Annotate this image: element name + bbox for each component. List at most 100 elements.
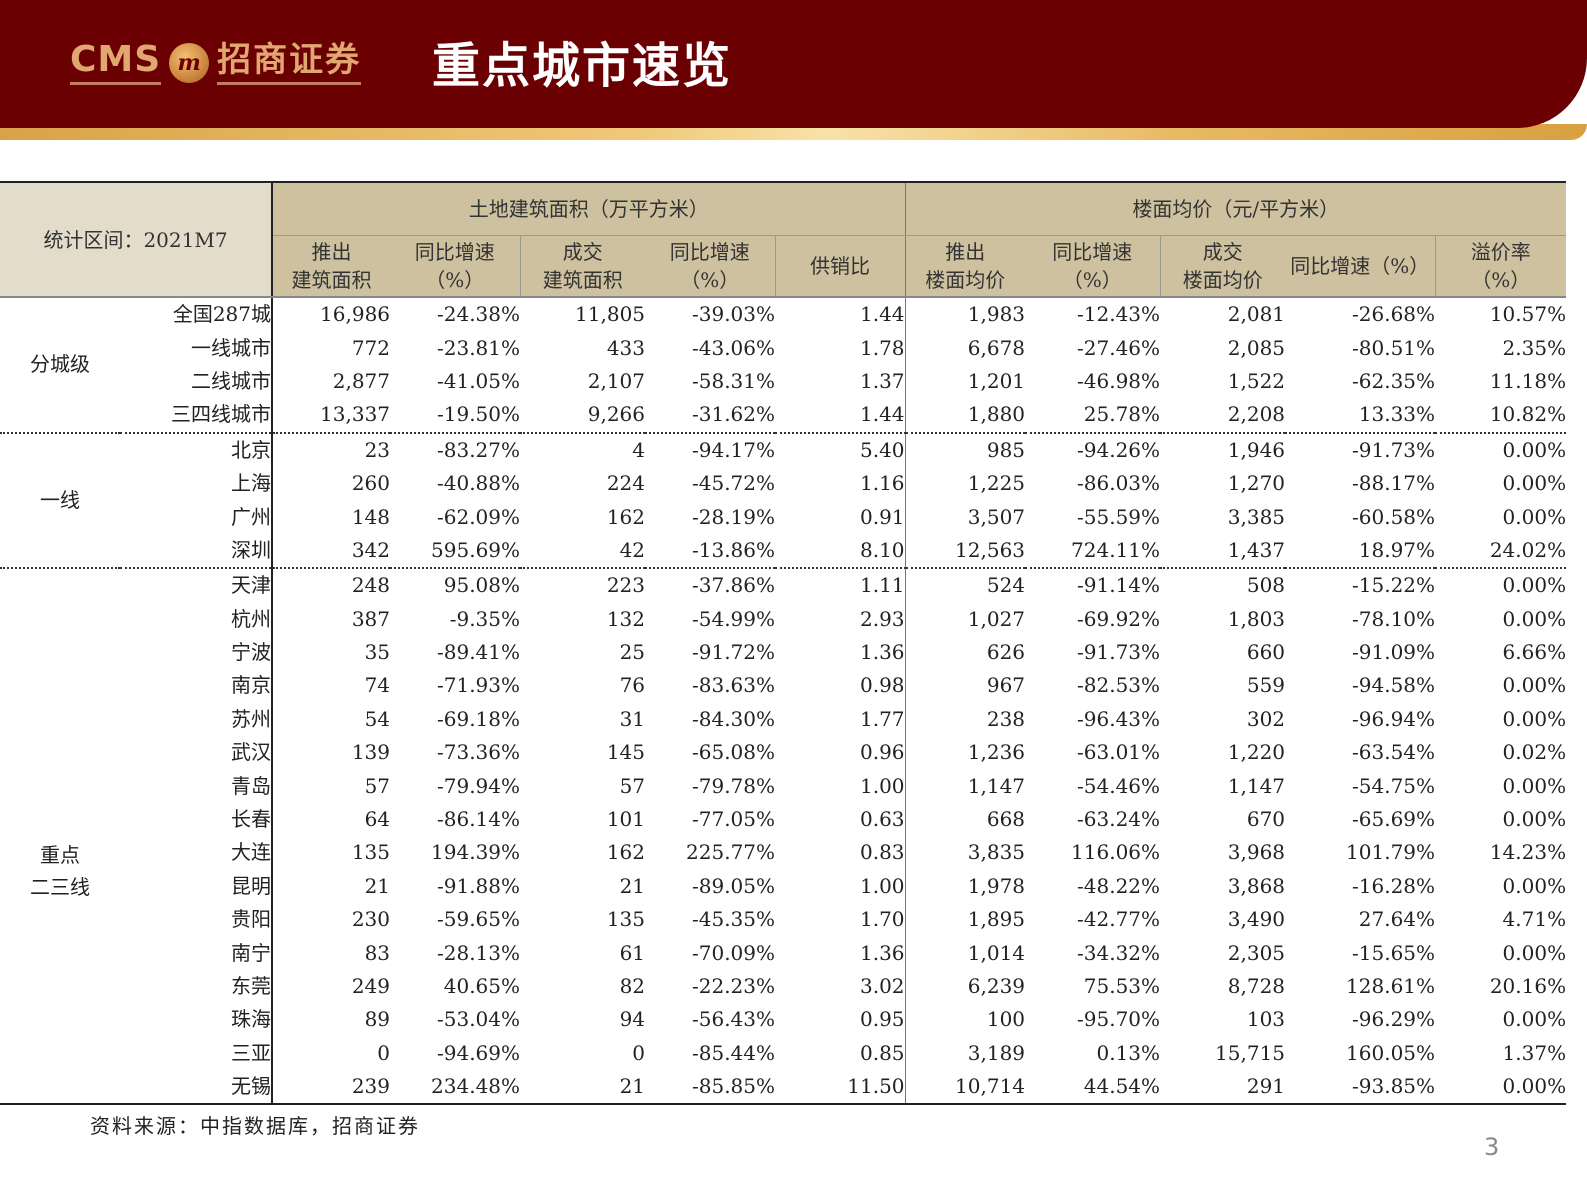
data-cell: 6,678 xyxy=(904,331,1026,365)
data-cell: -89.41% xyxy=(436,640,521,665)
data-cell: -55.59% xyxy=(1077,504,1161,529)
column-header: 同比增速 （%） xyxy=(645,235,776,298)
data-cell: 0.00% xyxy=(1502,606,1567,631)
data-cell: 0.91 xyxy=(860,504,905,529)
city-name: 昆明 xyxy=(120,869,274,904)
data-cell: -54.46% xyxy=(1077,773,1161,798)
data-cell: -34.32% xyxy=(1077,940,1161,965)
logo-chinese-name: 招商证券 xyxy=(217,40,362,85)
data-cell: 8.10 xyxy=(775,533,906,570)
city-name: 南京 xyxy=(120,669,274,703)
data-cell: 14.23% xyxy=(1489,840,1567,865)
city-name: 无锡 xyxy=(120,1069,274,1106)
data-cell: -63.01% xyxy=(1077,740,1161,765)
data-cell: -94.17% xyxy=(691,437,776,462)
data-cell: -63.24% xyxy=(1077,807,1161,832)
data-cell: 103 xyxy=(1246,1007,1286,1032)
column-header-line1: 同比增速 xyxy=(669,240,750,264)
column-header-line1: 同比增速 xyxy=(414,240,495,264)
data-cell: 57 xyxy=(619,773,646,798)
data-cell: -26.68% xyxy=(1352,302,1436,327)
data-cell: 387 xyxy=(351,606,391,631)
data-cell: 238 xyxy=(904,702,1026,737)
banner-background xyxy=(0,0,1587,128)
column-header-line2: （%） xyxy=(1471,268,1531,292)
table-row: 广州 148 -62.09% 162 -28.19% 0.91 3,507 -55.59% 3,… xyxy=(0,500,1566,534)
data-cell: 1.70 xyxy=(860,907,905,932)
data-cell: 21 xyxy=(619,873,646,898)
table-row: 一线 北京 23 -83.27% 4 -94.17% 5.40 985 -94.26% 1,946… xyxy=(0,432,1566,570)
data-cell: 160.05% xyxy=(1346,1040,1436,1065)
data-cell: -83.27% xyxy=(436,437,521,462)
table-row: 杭州 387 -9.35% 132 -54.99% 2.93 1,027 -69.92% 1,8… xyxy=(0,602,1567,636)
data-cell: 21 xyxy=(364,873,391,898)
table-row: 长春 64 -86.14% 101 -77.05% 0.63 668 -63.24% 670 -6… xyxy=(0,802,1566,837)
city-name: 大连 xyxy=(120,836,274,870)
data-cell: 1,946 xyxy=(1227,437,1286,462)
data-cell: 2.93 xyxy=(860,606,905,631)
tier-label-text: 分城级 xyxy=(30,352,90,377)
data-cell: 1.16 xyxy=(860,471,905,496)
data-cell: -69.18% xyxy=(436,706,521,731)
data-cell: 95.08% xyxy=(443,573,521,598)
column-header: 同比增速 （%） xyxy=(390,235,521,298)
data-cell: 1.44 xyxy=(775,398,906,434)
data-cell: -79.78% xyxy=(691,773,776,798)
data-cell: 4.71% xyxy=(1502,907,1567,932)
data-cell: 1,147 xyxy=(1227,773,1286,798)
data-cell: -48.22% xyxy=(1077,873,1161,898)
data-cell: 5.40 xyxy=(860,437,905,462)
data-cell: 42 xyxy=(520,533,646,570)
city-name: 青岛 xyxy=(120,769,274,803)
data-cell: 230 xyxy=(351,907,391,932)
data-cell: 94 xyxy=(619,1007,646,1032)
table-row: 一线城市 772 -23.81% 433 -43.06% 1.78 6,678 -27.46%… xyxy=(0,331,1566,365)
tier-label-text: 重点 xyxy=(40,843,80,868)
table-row: 南京 74 -71.93% 76 -83.63% 0.98 967 -82.53% 559 -94… xyxy=(0,669,1566,703)
data-cell: 20.16% xyxy=(1489,974,1567,998)
city-name: 武汉 xyxy=(120,736,274,770)
data-cell: -82.53% xyxy=(1077,673,1161,698)
data-cell: 3,189 xyxy=(904,1036,1026,1070)
column-header-line2: 楼面均价 xyxy=(925,268,1006,292)
data-cell: 24.02% xyxy=(1435,533,1567,570)
data-cell: -70.09% xyxy=(691,940,776,965)
data-cell: 239 xyxy=(272,1069,391,1106)
data-cell: -86.03% xyxy=(1077,471,1161,496)
table-row: 武汉 139 -73.36% 145 -65.08% 0.96 1,236 -63.01% 1,… xyxy=(0,736,1566,770)
data-cell: -73.36% xyxy=(436,740,521,765)
data-cell: 10.57% xyxy=(1489,302,1567,327)
table-row: 昆明 21 -91.88% 21 -89.05% 1.00 1,978 -48.22% 3,86… xyxy=(0,869,1566,904)
column-header-line2: 建筑面积 xyxy=(542,268,623,292)
data-cell: 10,714 xyxy=(904,1069,1026,1106)
data-cell: 57 xyxy=(364,773,391,798)
data-cell: 76 xyxy=(619,673,646,698)
data-cell: -22.23% xyxy=(691,974,776,998)
table-row: 上海 260 -40.88% 224 -45.72% 1.16 1,225 -86.03% 1,… xyxy=(0,466,1566,501)
column-header-line2: 建筑面积 xyxy=(291,268,372,292)
data-cell: 116.06% xyxy=(1071,840,1161,865)
data-cell: 128.61% xyxy=(1346,974,1436,998)
column-header-line1: 成交 xyxy=(1202,240,1243,264)
column-header: 供销比 xyxy=(774,235,906,298)
data-cell: -91.88% xyxy=(436,873,521,898)
data-cell: 101.79% xyxy=(1346,840,1436,865)
data-cell: -40.88% xyxy=(436,471,521,496)
data-cell: 2,085 xyxy=(1227,335,1286,360)
data-cell: -65.08% xyxy=(691,740,776,765)
page-title: 重点城市速览 xyxy=(432,38,733,94)
data-cell: 139 xyxy=(351,740,391,765)
data-cell: 225.77% xyxy=(686,840,776,865)
data-cell: 148 xyxy=(351,504,391,529)
data-cell: 1.37 xyxy=(860,368,905,393)
data-cell: 135 xyxy=(606,907,646,932)
table-row: 重点 二三线 天津 248 95.08% 223 -37.86% 1.11 524 -91.14%… xyxy=(0,568,1566,1106)
city-name: 苏州 xyxy=(120,702,274,737)
data-cell: 54 xyxy=(364,706,391,731)
data-cell: 1.36 xyxy=(860,940,905,965)
data-cell: 260 xyxy=(351,471,391,496)
data-cell: 40.65% xyxy=(443,974,521,998)
column-header-line1: 推出 xyxy=(311,240,352,264)
data-cell: -28.13% xyxy=(436,940,521,965)
data-cell: 342 xyxy=(272,533,391,570)
